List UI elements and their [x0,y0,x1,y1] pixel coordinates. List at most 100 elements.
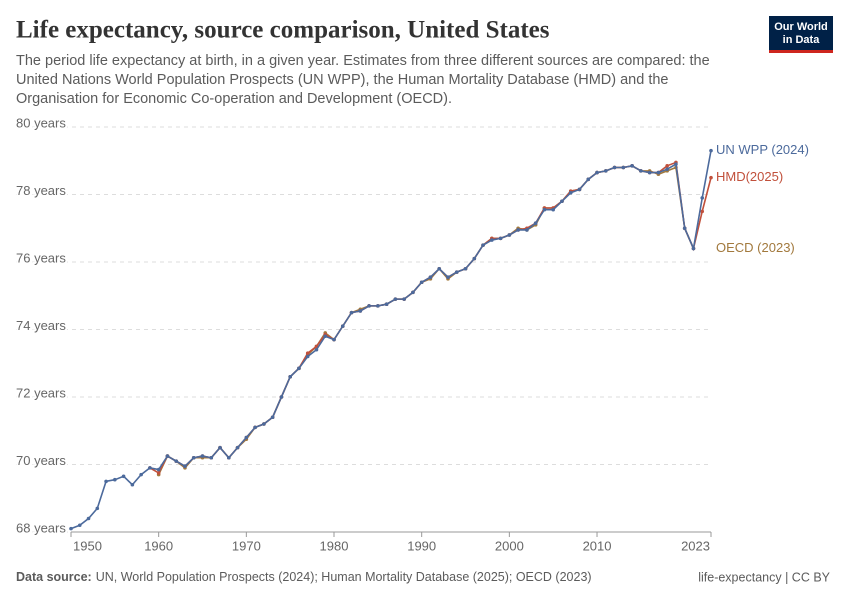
point [104,479,108,484]
point [121,474,126,479]
point [367,304,371,308]
point [156,467,161,472]
source-label: Data source: [16,570,92,584]
point [288,374,292,379]
point [525,228,529,232]
point [235,445,240,450]
point [490,238,494,242]
logo-box [769,16,833,50]
y-tick-label: 80 years [16,115,66,130]
point [665,164,669,168]
point [560,199,564,204]
series-line [149,161,712,475]
point [349,310,354,315]
point [130,482,135,487]
point [77,523,82,528]
x-tick-label: 2010 [583,538,612,553]
point [279,395,284,399]
point [709,175,713,180]
point [376,304,380,308]
point [86,516,91,521]
logo[interactable]: Our World in Data [769,16,833,53]
credit[interactable]: life-expectancy | CC BY [698,570,830,584]
point [200,454,205,458]
series-line [157,164,695,475]
point [305,351,310,355]
point [174,459,179,463]
point [700,196,705,200]
point [183,464,187,468]
point [568,191,573,195]
y-tick-label: 68 years [16,520,66,535]
point [253,425,257,430]
point [209,455,214,460]
x-tick-label: 1980 [320,538,349,553]
y-tick-label: 74 years [16,318,66,333]
point [165,454,170,458]
point [113,477,117,482]
source: Data source: UN, World Population Prospec… [16,570,592,584]
point [454,270,459,274]
point [156,471,161,475]
point [586,177,591,182]
y-tick-label: 72 years [16,385,66,400]
series-label: UN WPP (2024) [716,142,809,157]
x-tick-label: 2023 [681,538,710,553]
point [472,256,477,261]
point [244,435,249,440]
point [542,207,547,212]
point [297,366,301,371]
point [323,334,328,339]
x-tick-label: 1970 [232,538,261,553]
point [700,209,705,214]
y-tick-label: 70 years [16,453,66,468]
point [95,506,100,511]
point [148,466,152,470]
point [262,422,266,426]
point [639,169,643,173]
point [630,164,634,168]
point [411,290,415,295]
x-tick-label: 1990 [407,538,436,553]
source-text: UN, World Population Prospects (2024); H… [96,570,592,584]
point [446,275,450,279]
point [481,243,485,247]
point [428,275,433,279]
point [227,455,231,460]
logo-text: in Data [783,34,821,46]
point [332,337,336,342]
point [516,228,520,232]
point [674,162,678,166]
point [577,187,582,192]
point [603,169,608,173]
point [270,415,275,420]
point [393,297,398,301]
point [69,526,73,531]
point [647,170,652,175]
point [463,266,468,271]
point [656,170,661,175]
point [437,266,442,271]
point [621,165,626,170]
subtitle: Organisation for Economic Co-operation a… [16,91,452,107]
logo-text: Our World [774,21,828,33]
point [691,246,696,251]
point [533,221,538,225]
series-label: OECD (2023) [716,240,795,255]
x-tick-label: 1950 [73,538,102,553]
point [507,233,512,237]
subtitle: United Nations World Population Prospect… [16,72,669,88]
point [305,354,310,359]
point [419,280,424,285]
x-tick-label: 1960 [144,538,173,553]
point [498,236,503,241]
series-line [70,150,712,530]
point [551,207,555,212]
chart-title: Life expectancy, source comparison, Unit… [16,17,550,44]
point [191,455,196,460]
y-tick-label: 76 years [16,250,66,265]
point [709,148,713,153]
point [218,445,222,450]
